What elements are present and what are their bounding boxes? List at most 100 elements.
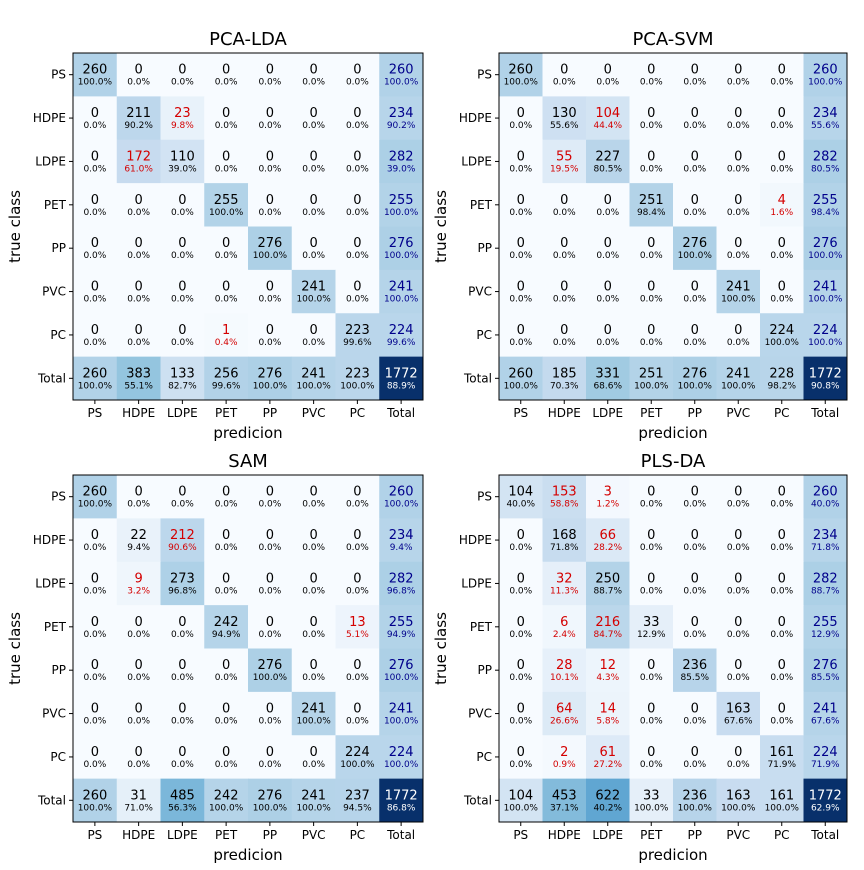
cell-count: 0 [517, 193, 525, 208]
matrix-cell [116, 313, 161, 358]
cell-percent: 0.0% [171, 760, 194, 770]
cell-percent: 0.0% [83, 164, 106, 174]
x-tick-label: Total [810, 406, 839, 420]
cell-percent: 0.0% [727, 543, 750, 553]
cell-count: 0 [91, 615, 99, 630]
y-axis-label: true class [432, 190, 450, 263]
cell-percent: 0.0% [596, 251, 619, 261]
matrix-cell [248, 778, 293, 823]
cell-percent: 0.0% [770, 586, 793, 596]
matrix-cell [335, 691, 380, 736]
matrix-cell [760, 518, 804, 563]
x-tick-label: PC [774, 828, 790, 842]
cell-count: 0 [778, 106, 786, 121]
matrix-cell [116, 96, 161, 141]
matrix-cell [248, 691, 293, 736]
matrix-cell [716, 518, 761, 563]
cell-percent: 0.0% [346, 500, 369, 510]
x-tick-label: PC [350, 828, 366, 842]
matrix-cell [335, 53, 380, 97]
matrix-frame [498, 474, 848, 823]
cell-percent: 0.0% [127, 295, 150, 305]
matrix-cell [760, 561, 804, 606]
cell-count: 234 [813, 106, 838, 121]
cell-count: 0 [647, 236, 655, 251]
matrix-cell [586, 139, 630, 184]
cell-count: 0 [178, 323, 186, 338]
cell-percent: 0.0% [596, 208, 619, 218]
cell-count: 0 [647, 702, 655, 717]
matrix-cell [116, 269, 161, 314]
cell-count: 0 [266, 615, 274, 630]
cell-percent: 0.0% [215, 295, 238, 305]
matrix-cell [379, 778, 424, 823]
cell-percent: 0.0% [215, 500, 238, 510]
y-tick-label: LDPE [461, 576, 492, 590]
cell-count: 0 [134, 236, 142, 251]
cell-count: 0 [266, 528, 274, 543]
matrix-cell [499, 605, 543, 650]
matrix-cell [673, 475, 717, 519]
matrix-cell [335, 269, 380, 314]
cell-percent: 100.0% [504, 381, 539, 391]
cell-count: 276 [257, 236, 282, 251]
matrix-cell [160, 226, 205, 271]
cell-percent: 100.0% [384, 500, 419, 510]
cell-percent: 100.0% [678, 803, 713, 813]
cell-percent: 0.0% [83, 121, 106, 131]
cell-count: 0 [222, 149, 230, 164]
matrix-cell [73, 605, 118, 650]
matrix-cell [629, 139, 674, 184]
cell-percent: 90.2% [124, 121, 153, 131]
cell-percent: 0.0% [509, 121, 532, 131]
cell-percent: 40.0% [811, 500, 840, 510]
cell-count: 0 [222, 745, 230, 760]
matrix-cell [542, 518, 587, 563]
matrix-cell [379, 518, 424, 563]
x-tick-label: PS [513, 406, 528, 420]
matrix-cell [73, 139, 118, 184]
cell-percent: 0.0% [346, 673, 369, 683]
cell-count: 234 [813, 528, 838, 543]
y-tick-label: PP [478, 241, 492, 255]
cell-percent: 100.0% [296, 803, 331, 813]
cell-count: 276 [257, 366, 282, 381]
cell-percent: 100.0% [678, 381, 713, 391]
cell-count: 0 [691, 193, 699, 208]
cell-count: 224 [813, 323, 838, 338]
cell-count: 0 [309, 528, 317, 543]
cell-count: 0 [517, 702, 525, 717]
matrix-cell [116, 778, 161, 823]
x-tick-label: HDPE [122, 828, 155, 842]
cell-percent: 0.0% [258, 121, 281, 131]
matrix-cell [629, 475, 674, 519]
matrix-cell [586, 518, 630, 563]
matrix-cell [499, 139, 543, 184]
matrix-cell [204, 691, 249, 736]
cell-count: 0 [353, 193, 361, 208]
matrix-cell [204, 139, 249, 184]
cell-count: 0 [734, 745, 742, 760]
cell-count: 0 [647, 63, 655, 78]
cell-percent: 100.0% [808, 295, 843, 305]
cell-count: 224 [389, 745, 414, 760]
cell-percent: 0.0% [127, 208, 150, 218]
cell-count: 0 [691, 571, 699, 586]
cell-count: 161 [769, 788, 794, 803]
cell-count: 0 [778, 702, 786, 717]
cell-percent: 0.0% [302, 251, 325, 261]
matrix-cell [379, 648, 424, 693]
cell-percent: 0.0% [509, 543, 532, 553]
matrix-cell [335, 226, 380, 271]
matrix-cell [116, 183, 161, 228]
cell-percent: 28.2% [593, 543, 622, 553]
cell-count: 0 [517, 615, 525, 630]
cell-percent: 39.0% [168, 164, 197, 174]
cell-count: 0 [778, 236, 786, 251]
cell-percent: 0.0% [171, 295, 194, 305]
x-tick-label: PP [688, 406, 702, 420]
matrix-cell [629, 691, 674, 736]
cell-percent: 0.0% [727, 208, 750, 218]
matrix-cell [379, 226, 424, 271]
cell-count: 276 [257, 658, 282, 673]
